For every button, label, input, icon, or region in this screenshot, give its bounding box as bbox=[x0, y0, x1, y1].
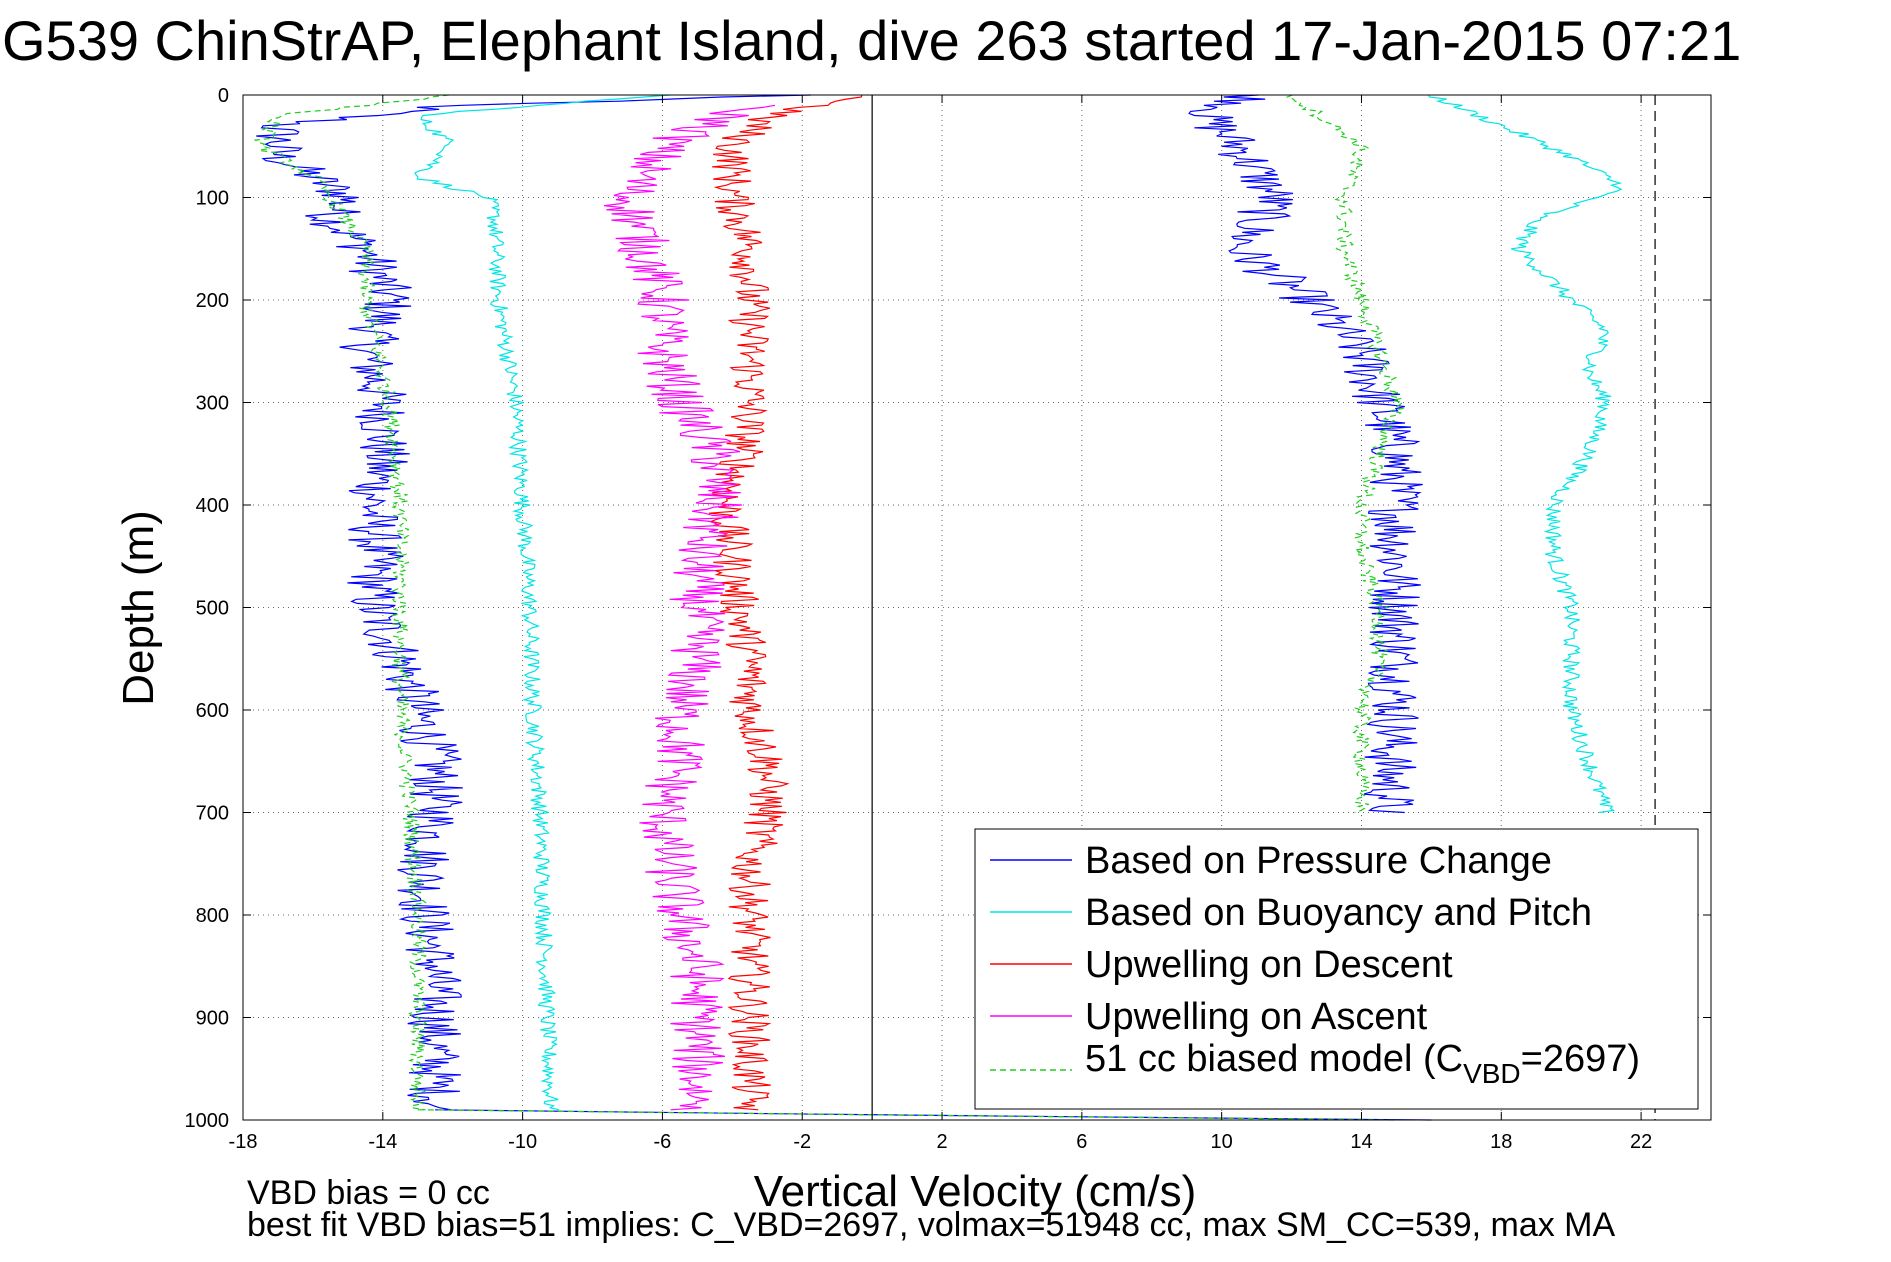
legend-label-4: 51 cc biased model (CVBD=2697) bbox=[1085, 1038, 1640, 1089]
y-tick-label: 1000 bbox=[185, 1110, 230, 1132]
y-tick-label: 600 bbox=[196, 700, 229, 722]
legend-label-1: Based on Buoyancy and Pitch bbox=[1085, 892, 1592, 934]
chart-title: G539 ChinStrAP, Elephant Island, dive 26… bbox=[2, 9, 1741, 72]
series-line-1-segment-1 bbox=[1428, 94, 1623, 814]
series-group bbox=[253, 94, 1623, 1121]
legend-label-2: Upwelling on Descent bbox=[1085, 944, 1453, 986]
y-tick-label: 700 bbox=[196, 803, 229, 825]
x-tick-label: -18 bbox=[229, 1131, 258, 1153]
legend-label-0: Based on Pressure Change bbox=[1085, 840, 1552, 882]
best-fit-note: best fit VBD bias=51 implies: C_VBD=2697… bbox=[247, 1206, 1616, 1244]
legend-box bbox=[974, 828, 1699, 1110]
series-line-3-segment-0 bbox=[603, 104, 776, 1111]
x-tick-label: -6 bbox=[654, 1131, 672, 1153]
y-axis-ticks: 0 100 200 300 400 500 600 700 800 900 1000 bbox=[185, 85, 1711, 1132]
series-line-0-segment-2 bbox=[1188, 94, 1423, 814]
legend-label-subscript: VBD bbox=[1463, 1058, 1521, 1089]
legend: Based on Pressure Change Based on Buoyanc… bbox=[974, 828, 1699, 1110]
legend-label-3: Upwelling on Ascent bbox=[1085, 996, 1428, 1038]
series-line-4-segment-0 bbox=[253, 94, 449, 1111]
x-tick-label: -2 bbox=[793, 1131, 811, 1153]
legend-label-suffix: =2697) bbox=[1521, 1038, 1640, 1080]
y-tick-label: 300 bbox=[196, 393, 229, 415]
y-tick-label: 500 bbox=[196, 598, 229, 620]
x-tick-label: 22 bbox=[1630, 1131, 1652, 1153]
x-tick-label: -10 bbox=[508, 1131, 537, 1153]
x-tick-label: 6 bbox=[1076, 1131, 1087, 1153]
x-tick-label: 10 bbox=[1211, 1131, 1233, 1153]
x-axis-ticks: -18 -14 -10 -6 -2 2 6 10 14 18 22 bbox=[229, 95, 1652, 1153]
x-tick-label: 18 bbox=[1490, 1131, 1512, 1153]
series-line-2-segment-0 bbox=[708, 94, 863, 1111]
vbd-bias-note: VBD bias = 0 cc bbox=[247, 1174, 490, 1212]
y-tick-label: 400 bbox=[196, 495, 229, 517]
y-tick-label: 200 bbox=[196, 290, 229, 312]
y-tick-label: 0 bbox=[218, 85, 229, 107]
legend-label-prefix: 51 cc biased model (C bbox=[1085, 1038, 1463, 1080]
y-tick-label: 900 bbox=[196, 1008, 229, 1030]
x-tick-label: 14 bbox=[1350, 1131, 1372, 1153]
y-tick-label: 100 bbox=[196, 188, 229, 210]
y-tick-label: 800 bbox=[196, 905, 229, 927]
y-axis-label: Depth (m) bbox=[114, 510, 163, 706]
series-line-1-segment-0 bbox=[414, 94, 671, 1111]
legend-items: Based on Pressure Change Based on Buoyanc… bbox=[990, 840, 1640, 1089]
x-tick-label: -14 bbox=[368, 1131, 397, 1153]
x-axis-label: Vertical Velocity (cm/s) bbox=[754, 1167, 1197, 1216]
x-tick-label: 2 bbox=[936, 1131, 947, 1153]
series-line-4-segment-2 bbox=[1285, 94, 1405, 814]
